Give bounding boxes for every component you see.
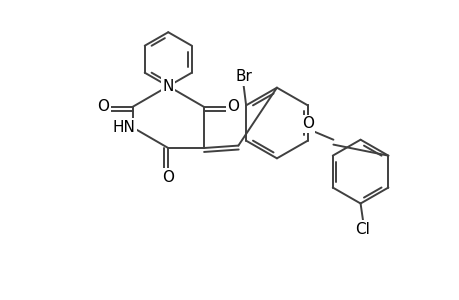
Text: N: N	[162, 79, 174, 94]
Text: O: O	[227, 99, 239, 114]
Text: O: O	[97, 99, 109, 114]
Text: Br: Br	[235, 69, 252, 84]
Text: O: O	[301, 116, 313, 131]
Text: Cl: Cl	[355, 221, 369, 236]
Text: HN: HN	[112, 120, 135, 135]
Text: O: O	[162, 170, 174, 185]
